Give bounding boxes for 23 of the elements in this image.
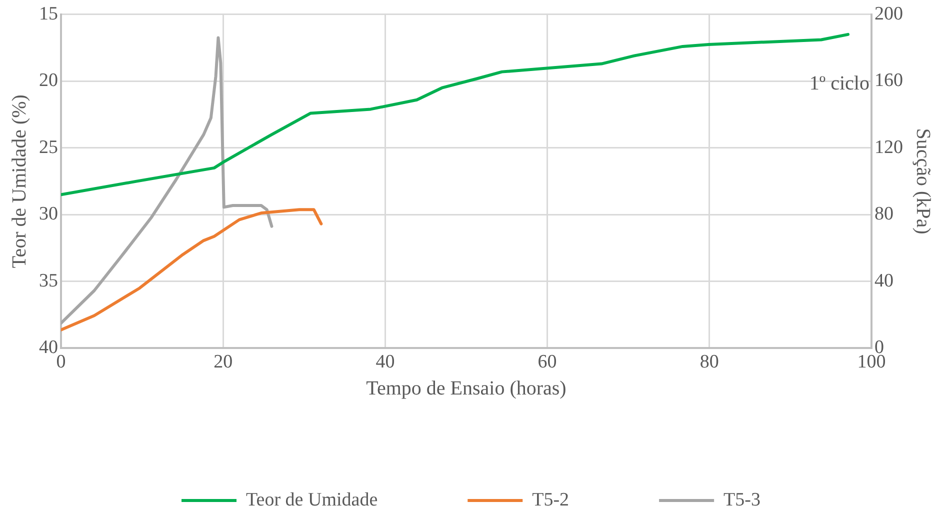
y2-tick-label: 120 — [874, 136, 903, 158]
y2-tick-label: 40 — [874, 270, 894, 292]
y2-tick-label: 160 — [874, 70, 903, 92]
y2-axis-title: Sucção (kPa) — [912, 128, 934, 234]
x-tick-label: 80 — [700, 352, 719, 373]
x-tick-label: 40 — [376, 352, 395, 373]
y-tick-label: 20 — [39, 70, 58, 92]
y-tick-label: 35 — [39, 270, 58, 292]
y2-tick-label: 80 — [874, 204, 894, 225]
legend-label: Teor de Umidade — [246, 489, 378, 510]
legend-label: T5-2 — [532, 489, 570, 510]
y2-tick-label: 200 — [874, 3, 903, 24]
x-tick-label: 20 — [214, 352, 233, 373]
y-tick-label: 25 — [39, 136, 58, 158]
x-tick-label: 0 — [56, 352, 66, 373]
y-tick-label: 40 — [39, 337, 58, 358]
legend-label: T5-3 — [724, 489, 760, 510]
y-tick-label: 15 — [39, 3, 58, 24]
annotation: 1º ciclo — [809, 72, 870, 95]
x-axis-title: Tempo de Ensaio (horas) — [366, 377, 566, 400]
x-tick-label: 60 — [538, 352, 557, 373]
y-tick-label: 30 — [39, 204, 58, 225]
y-axis-title: Teor de Umidade (%) — [8, 94, 30, 268]
